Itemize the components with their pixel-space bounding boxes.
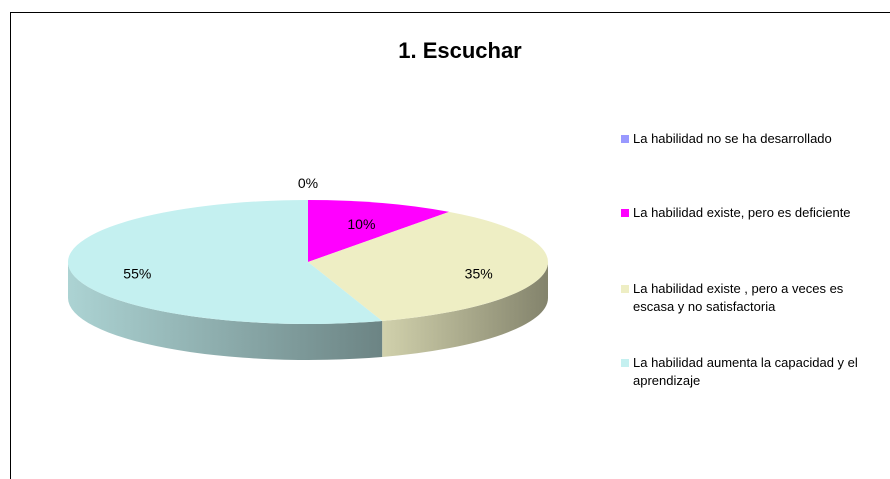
legend-item: La habilidad no se ha desarrollado: [621, 130, 861, 148]
legend-swatch: [621, 209, 629, 217]
legend-label: La habilidad aumenta la capacidad y el a…: [633, 355, 858, 388]
legend-label: La habilidad existe , pero a veces es es…: [633, 281, 844, 314]
pie-slice: [308, 211, 549, 321]
pie-slice: [308, 200, 450, 262]
legend-item: La habilidad aumenta la capacidad y el a…: [621, 354, 861, 390]
data-label: 55%: [123, 266, 151, 282]
data-label: 10%: [347, 216, 375, 232]
legend-label: La habilidad no se ha desarrollado: [633, 131, 832, 146]
legend-swatch: [621, 135, 629, 143]
legend-item: La habilidad existe , pero a veces es es…: [621, 280, 861, 316]
legend-swatch: [621, 359, 629, 367]
pie-side: [382, 262, 548, 357]
data-label: 0%: [298, 175, 318, 191]
data-label: 35%: [465, 266, 493, 282]
legend-item: La habilidad existe, pero es deficiente: [621, 204, 861, 222]
chart-frame: [10, 12, 890, 479]
legend-swatch: [621, 285, 629, 293]
legend-label: La habilidad existe, pero es deficiente: [633, 205, 851, 220]
chart-title: 1. Escuchar: [398, 38, 522, 63]
pie-slice: [68, 200, 383, 324]
pie-side: [68, 262, 383, 361]
